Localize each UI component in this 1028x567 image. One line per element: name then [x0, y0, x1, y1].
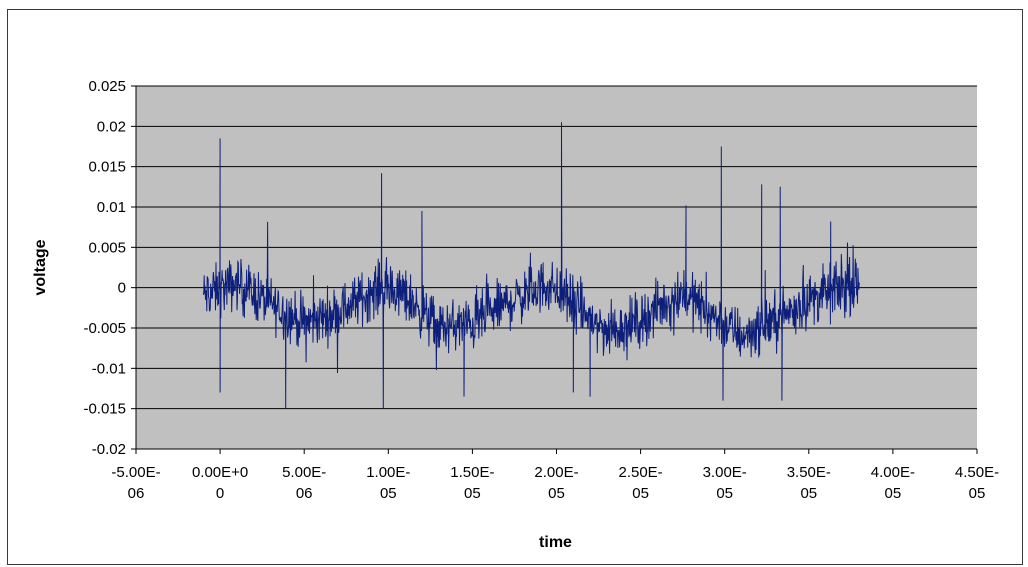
x-tick-labels: -5.00E-06 0.00E+0 0 5.00E-06 1.00E-05 1.50E-0…: [111, 464, 999, 502]
x-tick-label: 2.00E-05: [534, 464, 578, 502]
x-tick-label: 3.00E-05: [703, 464, 747, 502]
y-axis-title: voltage: [32, 239, 49, 295]
y-tick-label: 0: [118, 280, 126, 297]
y-tick-label: -0.005: [83, 320, 126, 337]
series-voltage: [202, 122, 860, 409]
y-tick-label: 0.02: [97, 118, 126, 135]
x-axis-title: time: [539, 534, 572, 551]
y-tick-label: -0.01: [92, 360, 126, 377]
y-tick-label: 0.005: [88, 239, 126, 256]
x-tick-label: 1.00E-05: [366, 464, 410, 502]
y-tick-label: -0.015: [83, 401, 126, 418]
axes: [131, 85, 978, 454]
x-tick-label: 5.00E-06: [282, 464, 326, 502]
y-tick-label: 0.015: [88, 159, 126, 176]
x-tick-label: 2.50E-05: [618, 464, 662, 502]
x-tick-label: 3.50E-05: [787, 464, 831, 502]
y-tick-label: 0.01: [97, 199, 126, 216]
y-tick-label: 0.025: [88, 78, 126, 95]
voltage-series-line: [202, 122, 860, 409]
plot-area: [136, 86, 977, 449]
x-tick-label: 4.50E-05: [955, 464, 999, 502]
x-tick-label: 1.50E-05: [450, 464, 494, 502]
y-tick-labels: 0.025 0.02 0.015 0.01 0.005 0 -0.005 -0.01 -0.01…: [83, 78, 126, 458]
x-tick-label: 4.00E-05: [871, 464, 915, 502]
y-tick-label: -0.02: [92, 441, 126, 458]
x-tick-label: 0.00E+0 0: [192, 464, 248, 502]
x-tick-label: -5.00E-06: [111, 464, 160, 502]
